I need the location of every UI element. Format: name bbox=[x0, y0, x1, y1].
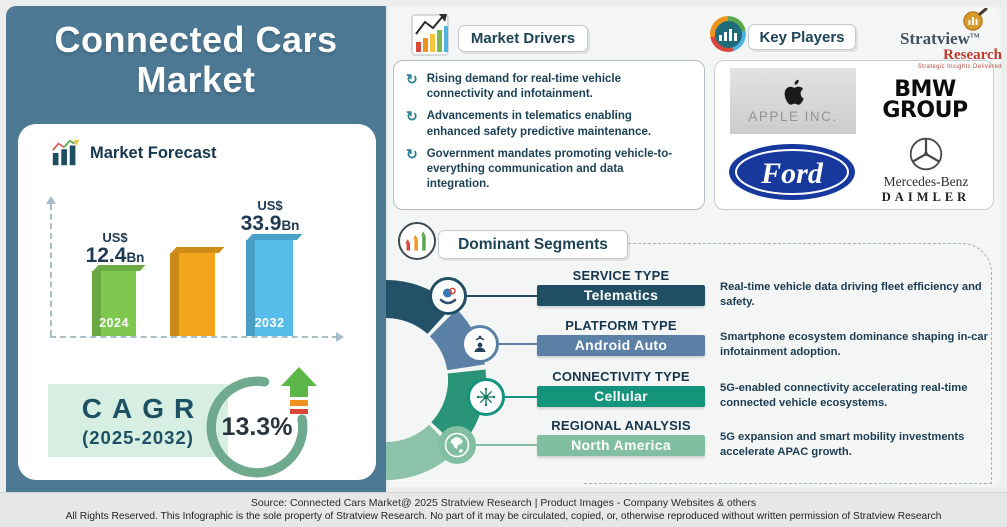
bar-2032: 2032 bbox=[246, 240, 293, 336]
driver-text-2: Advancements in telematics enabling enha… bbox=[426, 110, 652, 138]
growth-arrow-icon bbox=[281, 367, 317, 414]
refresh-bullet-icon: ↻ bbox=[406, 108, 418, 125]
page-title-line2: Market bbox=[136, 58, 256, 100]
apple-icon bbox=[784, 79, 804, 105]
footer: Source: Connected Cars Market@ 2025 Stra… bbox=[0, 492, 1007, 527]
value-2024-unit: Bn bbox=[126, 249, 145, 265]
value-label-2032: US$ 33.9Bn bbox=[223, 199, 317, 235]
segment-description: 5G expansion and smart mobility investme… bbox=[720, 431, 965, 459]
y-axis-dashed bbox=[50, 204, 52, 336]
segment-value-bar: Android Auto bbox=[537, 335, 705, 356]
refresh-bullet-icon: ↻ bbox=[406, 145, 418, 162]
telematics-hand-icon bbox=[429, 277, 467, 315]
bar-chart-trend-icon bbox=[52, 139, 80, 166]
bmw-logo: BMW GROUP bbox=[865, 68, 985, 134]
value-2032-number: 33.9 bbox=[240, 211, 282, 235]
globe-icon bbox=[438, 426, 476, 464]
svg-text:Ford: Ford bbox=[760, 157, 824, 190]
x-axis-arrow-icon bbox=[336, 332, 344, 342]
key-players-title: Key Players bbox=[748, 24, 856, 50]
stratview-logo: StratviewTM Research Strategic Insights … bbox=[898, 8, 1004, 70]
apple-logo: APPLE INC. bbox=[730, 68, 856, 134]
driver-text-1: Rising demand for real-time vehicle conn… bbox=[426, 73, 622, 101]
driver-text-3: Government mandates promoting vehicle-to… bbox=[426, 147, 673, 191]
page-title: Connected Cars Market bbox=[6, 20, 386, 99]
mercedes-line2: DAIMLER bbox=[881, 189, 971, 204]
segments-dashed-border bbox=[628, 243, 992, 483]
segment-value-bar: North America bbox=[537, 435, 705, 456]
ford-oval-icon: Ford bbox=[729, 144, 855, 200]
value-2024-currency: US$ bbox=[102, 230, 128, 245]
bar-2032-label: 2032 bbox=[254, 316, 285, 330]
x-axis-dashed bbox=[50, 336, 338, 338]
segment-description: Smartphone ecosystem dominance shaping i… bbox=[720, 331, 988, 359]
segment-value-bar: Cellular bbox=[537, 386, 705, 407]
magnifier-chart-icon bbox=[963, 8, 988, 31]
bmw-line1: BMW bbox=[894, 77, 956, 103]
market-forecast-title: Market Forecast bbox=[90, 143, 217, 162]
cagr-ring-icon bbox=[206, 376, 308, 478]
driver-item: ↻ Advancements in telematics enabling en… bbox=[406, 109, 692, 139]
connector-line bbox=[462, 295, 540, 297]
mercedes-line1: Mercedes-Benz bbox=[883, 173, 969, 189]
brand-tagline: Strategic Insights Delivered bbox=[917, 64, 1002, 70]
segment-description: Real-time vehicle data driving fleet eff… bbox=[720, 281, 982, 309]
mini-bar-chart-icon bbox=[714, 20, 742, 48]
brand-name: StratviewTM bbox=[900, 29, 980, 48]
segments-dashed-border-bottom bbox=[584, 483, 992, 484]
dominant-segments-icon bbox=[398, 222, 436, 260]
page-title-line1: Connected Cars bbox=[54, 19, 338, 60]
three-arrows-icon bbox=[405, 231, 426, 251]
bmw-line2: GROUP bbox=[882, 98, 968, 123]
market-forecast-header: Market Forecast bbox=[50, 138, 217, 168]
key-players-box: APPLE INC. BMW GROUP Ford Mercedes-Benz … bbox=[714, 60, 994, 210]
market-drivers-icon bbox=[411, 14, 449, 56]
value-2032-currency: US$ bbox=[257, 198, 283, 213]
segment-category: SERVICE TYPE bbox=[572, 268, 670, 283]
footer-source-line: Source: Connected Cars Market@ 2025 Stra… bbox=[250, 497, 757, 509]
footer-rights-line: All Rights Reserved. This Infographic is… bbox=[65, 511, 942, 522]
cagr-period: (2025-2032) bbox=[82, 426, 194, 448]
cagr-value: 13.3% bbox=[221, 413, 293, 441]
driver-item: ↻ Government mandates promoting vehicle-… bbox=[406, 145, 692, 193]
value-2024-number: 12.4 bbox=[85, 243, 127, 267]
segment-category: REGIONAL ANALYSIS bbox=[551, 418, 691, 433]
segment-category: PLATFORM TYPE bbox=[565, 318, 677, 333]
cagr-label: CAGR bbox=[81, 392, 205, 424]
bar-2024-label: 2024 bbox=[99, 316, 129, 330]
connector-line bbox=[500, 396, 540, 398]
market-drivers-title: Market Drivers bbox=[458, 25, 588, 52]
bar-2024: 2024 bbox=[92, 271, 136, 336]
market-drivers-box: ↻ Rising demand for real-time vehicle co… bbox=[393, 60, 705, 210]
ford-logo: Ford bbox=[723, 139, 861, 205]
user-signal-icon bbox=[461, 325, 499, 363]
refresh-bullet-icon: ↻ bbox=[406, 71, 418, 87]
value-label-2024: US$ 12.4Bn bbox=[70, 231, 160, 267]
connector-line bbox=[494, 343, 540, 345]
trademark: TM bbox=[969, 33, 980, 40]
mercedes-logo: Mercedes-Benz DAIMLER bbox=[863, 133, 989, 207]
segment-description: 5G-enabled connectivity accelerating rea… bbox=[720, 382, 968, 410]
y-axis-arrow-icon bbox=[46, 196, 56, 204]
connector-line bbox=[471, 444, 540, 446]
cagr-box: CAGR (2025-2032) bbox=[48, 384, 228, 457]
key-players-icon bbox=[710, 16, 746, 52]
forecast-bar-chart: 2024 2032 bbox=[50, 200, 338, 336]
segment-category: CONNECTIVITY TYPE bbox=[552, 369, 690, 384]
driver-item: ↻ Rising demand for real-time vehicle co… bbox=[406, 71, 692, 102]
apple-caption: APPLE INC. bbox=[748, 109, 838, 124]
network-icon bbox=[467, 378, 505, 416]
dominant-segments-title: Dominant Segments bbox=[438, 230, 628, 259]
mercedes-star-icon bbox=[909, 137, 943, 170]
value-2032-unit: Bn bbox=[281, 217, 300, 233]
brand-research: Research bbox=[943, 47, 1002, 63]
bar-middle bbox=[170, 253, 215, 336]
segment-value-bar: Telematics bbox=[537, 285, 705, 306]
